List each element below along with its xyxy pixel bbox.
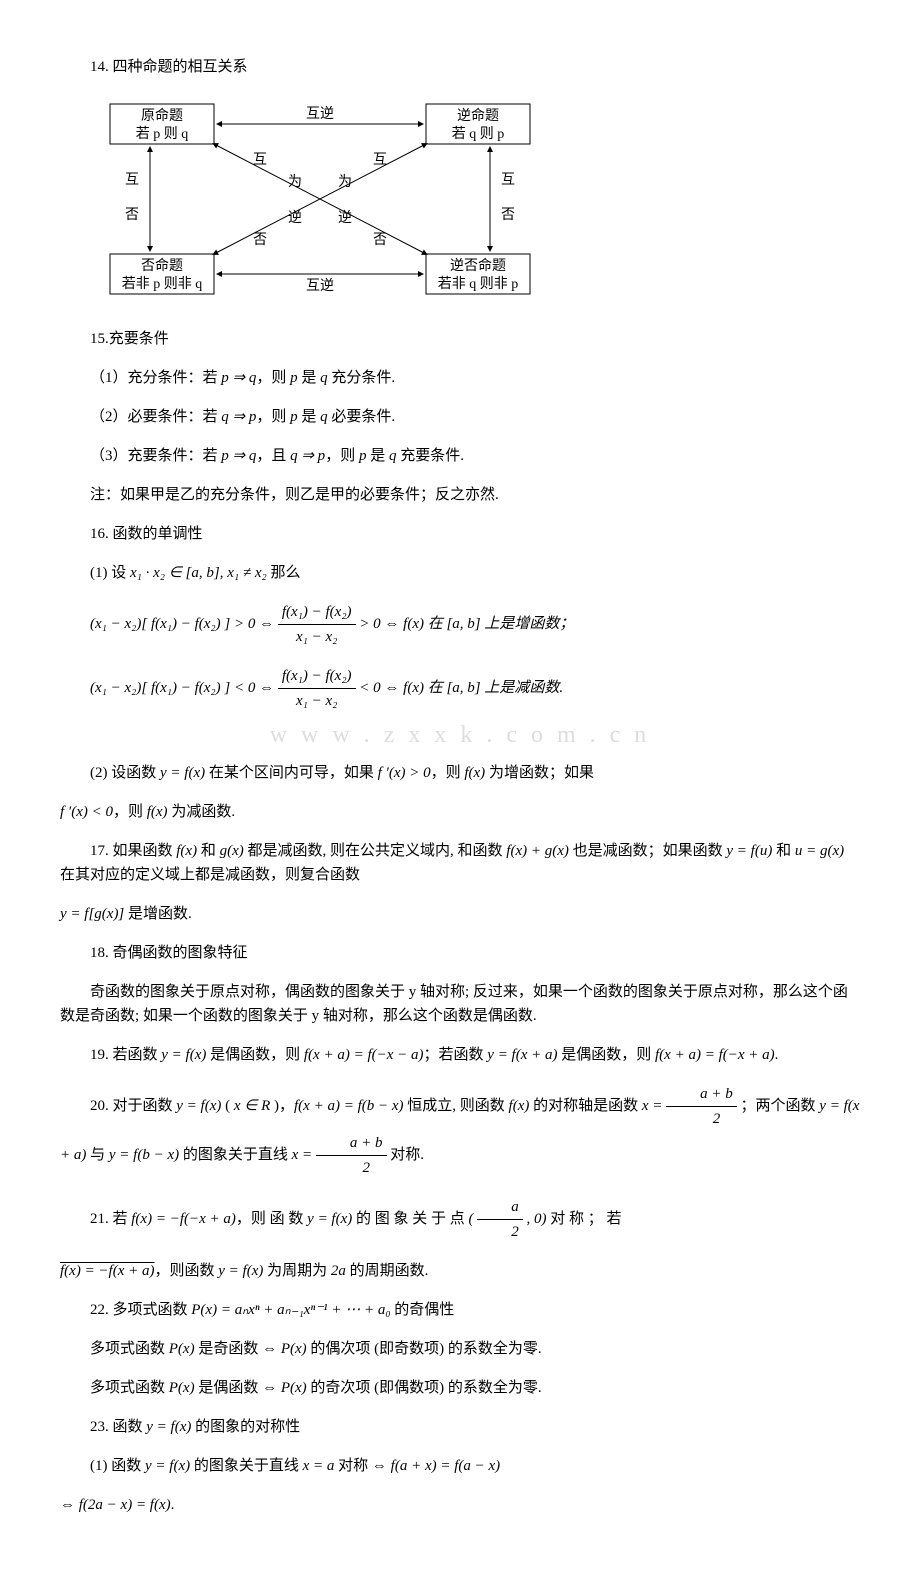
s15-item3: （3）充要条件：若 p ⇒ q，且 q ⇒ p，则 p 是 q 充要条件.: [60, 444, 860, 468]
s16-formula1: (x₁ − x₂)[ f(x₁) − f(x₂) ] > 0 ⇔ f(x₁) −…: [90, 600, 860, 649]
box-converse-line2: 若 q 则 p: [452, 126, 505, 142]
box-negation-line1: 否命题: [141, 257, 183, 274]
section-17: 17. 如果函数 f(x) 和 g(x) 都是减函数, 则在公共定义域内, 和函…: [60, 839, 860, 887]
edge-bottom-label: 互逆: [306, 278, 334, 294]
diag-label-1b: 互: [373, 153, 387, 168]
proposition-diagram: 原命题 若 p 则 q 逆命题 若 q 则 p 否命题 若非 p 则非 q 逆否…: [100, 94, 860, 312]
section-23c: ⇔ f(2a − x) = f(x).: [60, 1493, 860, 1517]
edge-top-label: 互逆: [306, 106, 334, 122]
box-original-line2: 若 p 则 q: [136, 126, 189, 142]
s16-item2b: f ′(x) < 0，则 f(x) 为减函数.: [60, 800, 860, 824]
s15-item2: （2）必要条件：若 q ⇒ p，则 p 是 q 必要条件.: [60, 405, 860, 429]
section-17b: y = f[g(x)] 是增函数.: [60, 902, 860, 926]
section-22b: 多项式函数 P(x) 是奇函数 ⇔ P(x) 的偶次项 (即奇数项) 的系数全为…: [60, 1337, 860, 1361]
section-23b: (1) 函数 y = f(x) 的图象关于直线 x = a 对称 ⇔ f(a +…: [60, 1454, 860, 1478]
s16-item2: (2) 设函数 y = f(x) 在某个区间内可导，如果 f ′(x) > 0，…: [60, 761, 860, 785]
box-converse-line1: 逆命题: [457, 107, 499, 124]
diag-label-1: 互: [253, 153, 267, 168]
diag-label-2: 为: [288, 174, 302, 190]
edge-right-label1: 互: [501, 173, 515, 188]
box-original-line1: 原命题: [141, 107, 183, 124]
section-21b: f(x) = −f(x + a)，则函数 y = f(x) 为周期为 2a 的周…: [60, 1259, 860, 1283]
section-18-body: 奇函数的图象关于原点对称，偶函数的图象关于 y 轴对称; 反过来，如果一个函数的…: [60, 980, 860, 1028]
section-19: 19. 若函数 y = f(x) 是偶函数，则 f(x + a) = f(−x …: [60, 1043, 860, 1067]
diag-label-4: 否: [253, 233, 267, 248]
section-21: 21. 若 f(x) = −f(−x + a)，则 函 数 y = f(x) 的…: [60, 1195, 860, 1244]
section-18-title: 18. 奇偶函数的图象特征: [60, 941, 860, 965]
edge-left-label1: 互: [125, 173, 139, 188]
edge-right-label2: 否: [501, 208, 515, 223]
box-contrapositive-line1: 逆否命题: [450, 257, 506, 274]
s15-note: 注：如果甲是乙的充分条件，则乙是甲的必要条件；反之亦然.: [60, 483, 860, 507]
diag-label-3: 逆: [288, 210, 302, 226]
diag-label-3b: 逆: [338, 210, 352, 226]
diag-label-2b: 为: [338, 174, 352, 190]
s15-item1: （1）充分条件：若 p ⇒ q，则 p 是 q 充分条件.: [60, 366, 860, 390]
section-23a: 23. 函数 y = f(x) 的图象的对称性: [60, 1415, 860, 1439]
section-16-title: 16. 函数的单调性: [60, 522, 860, 546]
box-negation-line2: 若非 p 则非 q: [122, 276, 203, 292]
diag-label-4b: 否: [373, 233, 387, 248]
s16-formula2: (x₁ − x₂)[ f(x₁) − f(x₂) ] < 0 ⇔ f(x₁) −…: [90, 664, 860, 713]
box-contrapositive-line2: 若非 q 则非 p: [438, 276, 519, 292]
section-22c: 多项式函数 P(x) 是偶函数 ⇔ P(x) 的奇次项 (即偶数项) 的系数全为…: [60, 1376, 860, 1400]
edge-left-label2: 否: [125, 208, 139, 223]
section-15-title: 15.充要条件: [60, 327, 860, 351]
section-20: 20. 对于函数 y = f(x) ( x ∈ R )，f(x + a) = f…: [60, 1082, 860, 1180]
watermark-text: w w w . z x x k . c o m . c n: [60, 716, 860, 754]
section-14-title: 14. 四种命题的相互关系: [60, 55, 860, 79]
s16-item1: (1) 设 x₁ · x₂ ∈ [a, b], x₁ ≠ x₂ 那么: [60, 561, 860, 585]
